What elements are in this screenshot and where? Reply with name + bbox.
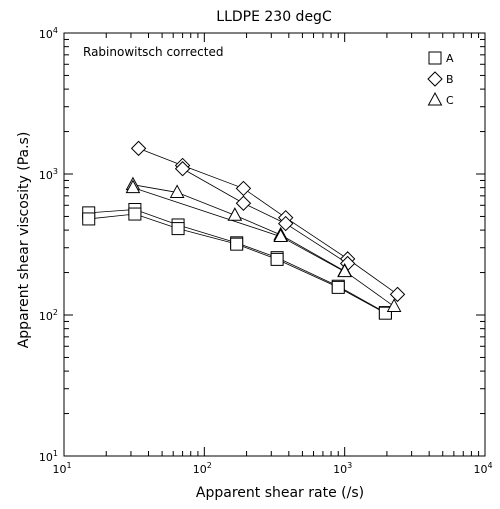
- series-c: [125, 176, 402, 312]
- legend-label-c: C: [446, 94, 454, 107]
- series-b-point: [174, 161, 191, 177]
- y-tick-label: 102: [39, 308, 58, 323]
- plot-frame: [63, 32, 486, 457]
- y-tick-label: 103: [39, 167, 58, 182]
- series-c-point: [273, 228, 289, 243]
- series-a-point: [331, 280, 345, 294]
- series-layer: [82, 140, 406, 320]
- x-tick-label: 103: [333, 461, 352, 476]
- series-a-point: [128, 207, 142, 221]
- legend-marker-c: [427, 91, 443, 106]
- series-b-point: [235, 195, 252, 211]
- x-tick-label: 102: [193, 461, 212, 476]
- x-axis-label: Apparent shear rate (/s): [196, 485, 364, 501]
- legend-label-a: A: [446, 52, 454, 65]
- series-b-point: [277, 215, 294, 232]
- y-axis-label: Apparent shear viscosity (Pa.s): [16, 132, 32, 349]
- series-b-point: [130, 140, 147, 157]
- axis-ticks: 101 102 103 104 101 102 103 104: [39, 26, 493, 476]
- series-a: [82, 203, 392, 320]
- x-tick-label: 104: [473, 461, 492, 476]
- legend: ABC: [427, 51, 454, 107]
- series-b-line: [182, 168, 348, 264]
- chart-title: LLDPE 230 degC: [216, 9, 332, 25]
- series-b-point: [235, 180, 252, 197]
- series-c-point: [337, 263, 353, 278]
- legend-marker-a: [428, 51, 442, 65]
- series-b: [130, 140, 406, 303]
- series-c-point: [386, 298, 402, 312]
- annotation-text: Rabinowitsch corrected: [83, 45, 223, 59]
- series-c-line: [132, 184, 395, 307]
- series-c-point: [125, 179, 141, 194]
- legend-marker-b: [427, 71, 443, 87]
- series-b-line: [138, 147, 398, 295]
- series-a-point: [270, 252, 284, 266]
- legend-label-b: B: [446, 73, 454, 86]
- y-tick-label: 101: [39, 449, 58, 464]
- series-a-point: [230, 237, 244, 251]
- y-tick-label: 104: [39, 26, 58, 41]
- series-a-line: [88, 209, 386, 313]
- x-tick-label: 101: [52, 461, 71, 476]
- series-a-point: [82, 212, 96, 226]
- series-c-point: [227, 207, 243, 221]
- series-b-point: [389, 286, 406, 303]
- series-a-point: [171, 222, 185, 236]
- series-c-point: [169, 184, 185, 198]
